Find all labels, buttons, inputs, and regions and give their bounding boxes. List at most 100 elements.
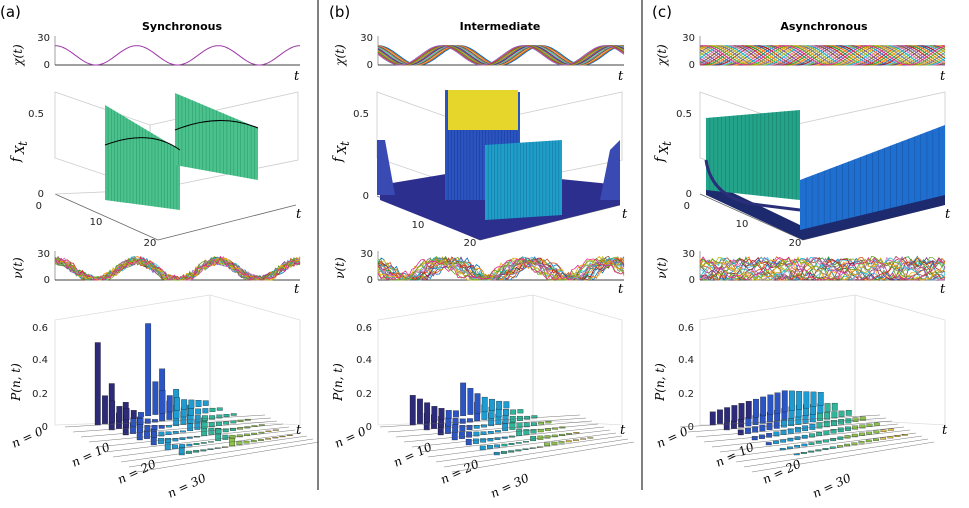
chi-tick-0-b: 0 [367,60,373,71]
prob-bar-c-r6-n13 [887,436,894,439]
prob-bar-a-r3-n3 [158,431,165,437]
prob-bar-b-r0-n3 [431,406,438,422]
prob-bar-a-r2-n10 [194,415,201,423]
P-tick-04-a: 0.4 [32,355,48,366]
prob-bar-a-r6-n13 [272,437,279,439]
prob-bar-c-r3-n14 [852,417,859,422]
prob-bar-a-r3-n6 [180,430,186,433]
f-subsub-a: t [16,141,30,146]
P-label-a: P(n, t) [9,363,23,402]
prob-floor-line-b-2 [395,420,593,438]
prob-bar-b-r4-n4 [494,437,501,440]
nu-trace-c-6 [699,256,946,281]
prob-bar-c-r0-n15 [817,392,824,406]
f-subsub-c: t [660,141,674,146]
prob-bar-a-r3-n9 [201,421,208,429]
prob-floor-line-a-3 [88,423,284,443]
prob-bar-b-r2-n12 [524,415,531,420]
chi-label-b: χ(t) [333,44,347,67]
prob-bar-c-r2-n5 [773,421,780,429]
prob-bar-b-r0-n12 [496,400,503,410]
prob-bar-b-r0-n2 [424,402,431,423]
panel-letter-a: (a) [0,3,21,21]
density-wall-right-c [800,125,945,230]
prob-bar-c-r1-n1 [731,420,737,429]
prob-bar-b-r0-n1 [417,398,423,424]
prob-bar-c-r0-n0 [709,411,716,426]
f-symbol-b: f [331,155,346,163]
prob-bar-a-r3-n10 [208,422,215,428]
prob-bar-b-r3-n2 [466,431,473,438]
f-sub-a: X [13,145,27,155]
chi-trace-b-6 [377,45,625,66]
prob-bar-c-r6-n11 [873,438,879,441]
prob-bar-a-r6-n11 [258,439,264,441]
prob-floor-line-c-0 [679,414,881,428]
prob-bar-b-r0-n4 [438,408,445,421]
prob-bar-a-r0-n7 [145,323,152,417]
density-surface-b: 0.5 0 10 20 t f X t [331,90,628,249]
nu-label-b: ν(t) [333,257,347,279]
nu-t-label-a: t [294,282,300,297]
prob-bar-a-r4-n9 [215,428,222,434]
prob-bar-a-r0-n1 [102,395,108,424]
prob-bar-a-r0-n5 [130,410,137,419]
nu-trace-c-19 [699,256,946,281]
prob-floor-line-b-0 [379,414,581,428]
prob-bar-b-r3-n9 [516,422,523,429]
prob-bar-a-r0-n3 [116,406,123,422]
prob-bar-c-r0-n8 [767,394,774,415]
nu-tick-30-c: 30 [682,249,695,260]
n0-label-b: n = 0 [332,424,368,451]
prob-bar-a-r3-n13 [230,420,237,424]
prob-bar-a-r3-n5 [172,431,179,434]
chi-plot-a: 30 0 χ(t) t [11,33,301,84]
P-tick-06-a: 0.6 [32,323,48,334]
nu-trace-b-19 [377,258,625,281]
prob-bar-b-r2-n5 [473,425,480,429]
prob-bar-c-r3-n4 [780,430,787,435]
prob-bar-b-r0-n9 [474,393,481,414]
chi-trace-b-10 [377,45,625,66]
chi-tick-30-b: 30 [360,33,373,44]
nu-series-a [54,255,301,282]
prob-bar-b-r0-n5 [445,410,452,419]
prob-bar-b-r1-n6 [467,418,473,423]
prob-bar-c-r0-n11 [789,390,795,411]
prob-bar-c-r0-n10 [781,390,788,413]
prob-bar-a-r3-n12 [223,421,230,425]
prob-bar-a-r2-n5 [158,425,165,429]
prob-bar-c-r0-n5 [745,401,752,419]
panel-title-a: Synchronous [142,20,222,33]
nu-plot-a: 30 0 ν(t) t [11,249,301,297]
P-t-label-b: t [620,423,626,438]
density-edge-left-b [377,140,395,195]
prob-bar-b-r1-n12 [510,409,517,415]
prob-bar-c-r6-n8 [851,442,858,445]
prob-bar-a-r0-n14 [195,400,202,407]
prob-bar-a-r4-n3 [172,438,179,442]
prob-bar-a-r5-n6 [208,441,214,443]
prob-bar-c-r2-n13 [831,411,838,419]
prob-bar-c-r6-n10 [865,439,872,443]
prob-bar-c-r2-n6 [781,419,787,428]
chi-trace-c-11 [699,45,946,66]
prob-bar-b-r3-n6 [495,430,501,433]
prob-bar-b-r0-n10 [481,396,488,413]
prob-bar-c-r4-n7 [816,432,823,437]
prob-bar-c-r3-n8 [809,423,816,430]
density-spike-top-b [448,90,518,130]
prob-bar-a-r4-n8 [208,427,215,435]
prob-bar-b-r4-n1 [473,438,479,444]
n10-label-a: n = 10 [69,440,112,470]
prob-floor-line-a-0 [64,414,266,428]
prob-bar-b-r5-n1 [487,445,493,449]
nu-trace-b-14 [377,256,625,281]
chi-trace-c-14 [699,45,946,66]
prob-bar-a-r3-n11 [216,421,222,426]
prob-bar-c-r1-n14 [824,403,831,412]
prob-bar-a-r6-n15 [286,434,293,436]
prob-bar-c-r4-n10 [837,427,844,433]
f-t-label-a: t [296,207,302,222]
density-edge-right-b [600,140,620,200]
